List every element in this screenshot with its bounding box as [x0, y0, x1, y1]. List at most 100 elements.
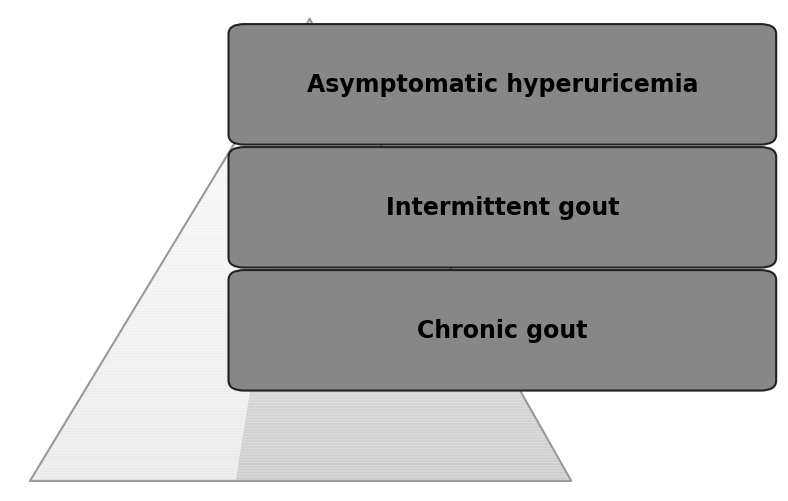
Polygon shape	[69, 416, 536, 418]
Polygon shape	[165, 257, 445, 258]
Polygon shape	[224, 160, 288, 161]
Polygon shape	[163, 260, 447, 261]
Polygon shape	[112, 344, 495, 346]
Polygon shape	[60, 430, 544, 432]
Polygon shape	[155, 274, 269, 275]
Polygon shape	[279, 69, 302, 71]
Polygon shape	[249, 118, 366, 120]
Polygon shape	[183, 227, 277, 229]
Polygon shape	[127, 320, 481, 321]
Polygon shape	[177, 238, 275, 240]
Polygon shape	[96, 370, 509, 372]
Polygon shape	[273, 80, 344, 82]
Polygon shape	[136, 304, 472, 306]
Polygon shape	[65, 422, 245, 424]
Polygon shape	[218, 169, 286, 171]
Polygon shape	[308, 22, 310, 23]
Polygon shape	[179, 233, 432, 235]
Polygon shape	[113, 343, 258, 344]
Polygon shape	[61, 427, 541, 429]
Polygon shape	[41, 461, 239, 462]
Polygon shape	[107, 352, 256, 353]
Polygon shape	[207, 187, 406, 189]
Polygon shape	[182, 229, 276, 230]
Polygon shape	[158, 268, 270, 269]
Polygon shape	[154, 275, 269, 277]
Polygon shape	[93, 375, 512, 376]
Polygon shape	[35, 470, 566, 472]
Polygon shape	[36, 468, 238, 470]
Polygon shape	[214, 175, 399, 177]
Polygon shape	[55, 438, 548, 439]
Polygon shape	[65, 421, 245, 422]
Polygon shape	[142, 295, 466, 297]
Polygon shape	[169, 249, 273, 250]
Polygon shape	[284, 62, 303, 63]
Polygon shape	[106, 355, 500, 357]
Polygon shape	[173, 243, 437, 244]
Polygon shape	[191, 213, 279, 215]
Polygon shape	[263, 95, 353, 97]
Polygon shape	[229, 151, 288, 152]
Polygon shape	[128, 318, 480, 320]
Polygon shape	[115, 340, 492, 341]
Polygon shape	[39, 465, 238, 467]
Polygon shape	[296, 42, 307, 43]
Polygon shape	[191, 215, 278, 217]
Polygon shape	[294, 45, 325, 46]
Polygon shape	[69, 415, 535, 416]
Polygon shape	[212, 180, 401, 181]
Polygon shape	[253, 112, 363, 114]
Polygon shape	[261, 98, 297, 100]
Polygon shape	[240, 134, 292, 135]
Polygon shape	[91, 380, 515, 381]
Polygon shape	[93, 375, 253, 376]
Polygon shape	[283, 63, 303, 65]
Polygon shape	[232, 146, 289, 148]
Polygon shape	[85, 389, 251, 390]
Polygon shape	[62, 426, 541, 427]
Polygon shape	[36, 468, 565, 470]
Polygon shape	[58, 433, 243, 435]
Polygon shape	[186, 223, 426, 224]
Polygon shape	[290, 51, 328, 52]
Polygon shape	[140, 298, 468, 300]
Polygon shape	[296, 40, 307, 42]
Polygon shape	[267, 89, 350, 91]
Polygon shape	[290, 51, 305, 52]
Polygon shape	[161, 265, 449, 266]
Polygon shape	[46, 452, 240, 453]
Polygon shape	[245, 125, 370, 126]
Polygon shape	[43, 458, 240, 459]
Polygon shape	[146, 289, 266, 291]
Polygon shape	[236, 140, 378, 141]
Polygon shape	[158, 268, 451, 269]
Polygon shape	[189, 217, 422, 218]
Polygon shape	[52, 442, 242, 444]
Polygon shape	[101, 363, 505, 364]
FancyBboxPatch shape	[229, 25, 776, 145]
Polygon shape	[213, 178, 400, 180]
Polygon shape	[74, 407, 530, 409]
Polygon shape	[300, 34, 318, 36]
Polygon shape	[156, 272, 269, 274]
Polygon shape	[176, 240, 274, 241]
Polygon shape	[41, 461, 561, 462]
Polygon shape	[263, 95, 298, 97]
Polygon shape	[203, 195, 281, 197]
Polygon shape	[187, 221, 277, 223]
Polygon shape	[42, 459, 239, 461]
Polygon shape	[56, 436, 547, 438]
Polygon shape	[106, 355, 256, 357]
Polygon shape	[147, 286, 462, 288]
Polygon shape	[274, 77, 343, 79]
Polygon shape	[143, 294, 466, 295]
Polygon shape	[264, 94, 298, 95]
Polygon shape	[248, 120, 367, 121]
Polygon shape	[223, 161, 287, 163]
Polygon shape	[132, 312, 263, 314]
Polygon shape	[45, 455, 557, 456]
Polygon shape	[81, 395, 250, 396]
Polygon shape	[243, 128, 292, 129]
Polygon shape	[217, 171, 285, 172]
